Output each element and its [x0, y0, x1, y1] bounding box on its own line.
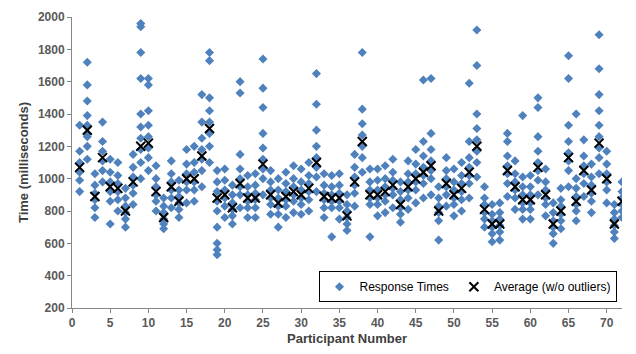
svg-text:0: 0	[69, 316, 76, 330]
svg-text:45: 45	[409, 316, 423, 330]
svg-text:Participant Number: Participant Number	[287, 331, 407, 346]
svg-text:60: 60	[524, 316, 538, 330]
svg-text:20: 20	[218, 316, 232, 330]
svg-text:600: 600	[45, 237, 65, 251]
svg-text:200: 200	[45, 301, 65, 315]
svg-text:Time (milliseconds): Time (milliseconds)	[16, 102, 31, 223]
svg-text:25: 25	[256, 316, 270, 330]
svg-text:5: 5	[107, 316, 114, 330]
svg-text:35: 35	[333, 316, 347, 330]
svg-text:40: 40	[371, 316, 385, 330]
svg-text:50: 50	[447, 316, 461, 330]
svg-text:1400: 1400	[38, 107, 65, 121]
svg-text:2000: 2000	[38, 10, 65, 24]
svg-text:65: 65	[562, 316, 576, 330]
svg-text:30: 30	[294, 316, 308, 330]
svg-text:800: 800	[45, 204, 65, 218]
svg-text:1200: 1200	[38, 140, 65, 154]
svg-text:Average (w/o outliers): Average (w/o outliers)	[494, 280, 611, 294]
svg-text:15: 15	[180, 316, 194, 330]
svg-text:Response Times: Response Times	[360, 280, 449, 294]
svg-text:400: 400	[45, 269, 65, 283]
svg-text:10: 10	[142, 316, 156, 330]
svg-text:1000: 1000	[38, 172, 65, 186]
svg-text:1800: 1800	[38, 43, 65, 57]
svg-text:1600: 1600	[38, 75, 65, 89]
svg-text:70: 70	[600, 316, 614, 330]
svg-text:55: 55	[485, 316, 499, 330]
